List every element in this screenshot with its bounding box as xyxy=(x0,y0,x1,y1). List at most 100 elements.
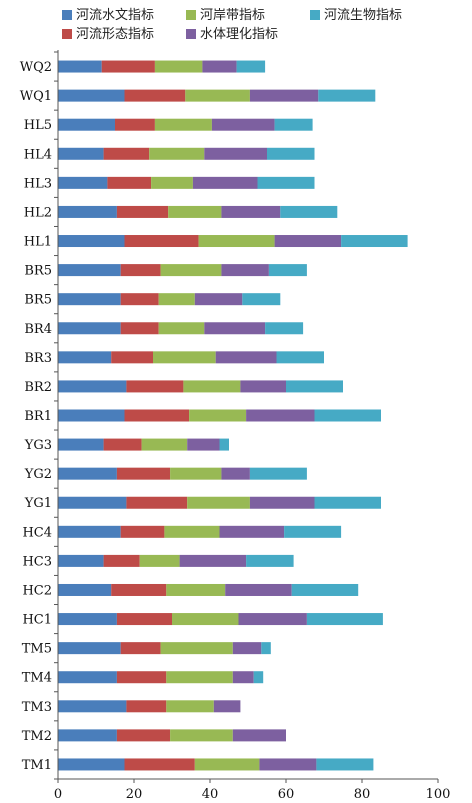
bar-wq2-0-series-1 xyxy=(101,60,155,73)
bar-yg1-15-series-0 xyxy=(58,496,127,509)
category-label-13: YG3 xyxy=(24,438,52,453)
bar-tm5-20-series-1 xyxy=(120,642,161,655)
category-label-12: BR1 xyxy=(24,409,52,424)
bar-hl3-4-series-2 xyxy=(151,176,193,189)
bar-hl3-4-series-3 xyxy=(192,176,258,189)
bar-tm2-23-series-2 xyxy=(170,729,233,742)
bar-hl3-4-series-0 xyxy=(58,176,108,189)
bar-hl1-6-series-3 xyxy=(274,235,342,248)
bar-br2-11-series-1 xyxy=(126,380,184,393)
legend-swatch-1 xyxy=(62,29,72,39)
bar-br2-11-series-2 xyxy=(183,380,241,393)
bar-tm4-21-series-4 xyxy=(253,671,264,684)
category-label-15: YG1 xyxy=(24,496,52,511)
bar-hl3-4-series-1 xyxy=(107,176,152,189)
bar-br3-10-series-2 xyxy=(153,351,216,364)
bar-br3-10-series-4 xyxy=(276,351,324,364)
category-label-17: HC3 xyxy=(22,554,52,569)
category-label-20: TM5 xyxy=(22,642,52,657)
bar-br1-12-series-2 xyxy=(189,409,247,422)
bar-hl5-2-series-4 xyxy=(274,118,313,131)
bar-hl4-3-series-1 xyxy=(103,147,150,160)
bar-hc3-17-series-2 xyxy=(139,554,180,567)
bar-hc2-18-series-3 xyxy=(225,583,292,596)
bar-hl2-5-series-4 xyxy=(280,205,338,218)
legend-label-0: 河流水文指标 xyxy=(76,8,154,23)
bar-hl2-5-series-0 xyxy=(58,205,117,218)
bar-br3-10-series-0 xyxy=(58,351,112,364)
bar-tm1-24-series-4 xyxy=(316,758,374,771)
bar-yg3-13-series-3 xyxy=(187,438,220,451)
bar-hl2-5-series-2 xyxy=(168,205,222,218)
bar-yg1-15-series-3 xyxy=(249,496,315,509)
bar-br5-8-series-1 xyxy=(120,293,159,306)
bar-hl4-3-series-4 xyxy=(267,147,315,160)
bar-hc4-16-series-3 xyxy=(219,525,285,538)
x-tick-label-0: 0 xyxy=(54,787,62,802)
bar-br4-9-series-2 xyxy=(158,322,205,335)
bar-hc2-18-series-2 xyxy=(166,583,226,596)
bar-br4-9-series-4 xyxy=(265,322,304,335)
bar-yg2-14-series-4 xyxy=(249,467,307,480)
bar-tm5-20-series-3 xyxy=(232,642,262,655)
bar-tm3-22-series-2 xyxy=(166,700,214,713)
bar-yg2-14-series-3 xyxy=(221,467,250,480)
bar-hc2-18-series-0 xyxy=(58,583,112,596)
bar-hl5-2-series-3 xyxy=(211,118,275,131)
bar-br1-12-series-1 xyxy=(124,409,190,422)
bar-br2-11-series-3 xyxy=(240,380,286,393)
bar-wq1-1-series-0 xyxy=(58,89,125,102)
bar-hl1-6-series-2 xyxy=(198,235,275,248)
bar-yg1-15-series-4 xyxy=(314,496,381,509)
category-label-21: TM4 xyxy=(22,671,52,686)
bar-hl4-3-series-3 xyxy=(204,147,267,160)
bar-br1-12-series-0 xyxy=(58,409,125,422)
bar-yg3-13-series-1 xyxy=(103,438,142,451)
category-label-7: BR5 xyxy=(24,264,52,279)
bar-wq1-1-series-4 xyxy=(318,89,376,102)
bar-wq1-1-series-3 xyxy=(249,89,319,102)
bar-hc4-16-series-2 xyxy=(164,525,220,538)
bar-hc3-17-series-4 xyxy=(246,554,294,567)
bar-hl4-3-series-0 xyxy=(58,147,104,160)
bar-tm2-23-series-0 xyxy=(58,729,117,742)
bar-yg1-15-series-1 xyxy=(126,496,188,509)
legend-swatch-3 xyxy=(186,29,196,39)
category-label-4: HL3 xyxy=(24,176,52,191)
bar-br2-11-series-0 xyxy=(58,380,127,393)
category-label-24: TM1 xyxy=(22,758,52,773)
bar-hc3-17-series-0 xyxy=(58,554,104,567)
bar-tm1-24-series-2 xyxy=(194,758,260,771)
bar-hc1-19-series-1 xyxy=(116,613,172,626)
category-label-18: HC2 xyxy=(22,583,52,598)
bar-br5-7-series-4 xyxy=(268,264,307,277)
bar-br4-9-series-0 xyxy=(58,322,121,335)
category-label-5: HL2 xyxy=(24,205,52,220)
bar-yg2-14-series-0 xyxy=(58,467,117,480)
bar-br5-8-series-2 xyxy=(158,293,195,306)
category-label-9: BR4 xyxy=(24,322,52,337)
bar-wq1-1-series-1 xyxy=(124,89,186,102)
bar-hl5-2-series-2 xyxy=(154,118,212,131)
bar-wq2-0-series-0 xyxy=(58,60,102,73)
bar-hl3-4-series-4 xyxy=(257,176,315,189)
bar-br3-10-series-1 xyxy=(111,351,153,364)
bar-yg1-15-series-2 xyxy=(187,496,250,509)
bar-hl2-5-series-3 xyxy=(221,205,281,218)
bar-br5-8-series-3 xyxy=(194,293,243,306)
category-label-8: BR5 xyxy=(24,293,52,308)
bar-tm2-23-series-3 xyxy=(232,729,286,742)
bar-br5-8-series-4 xyxy=(242,293,281,306)
bar-tm4-21-series-2 xyxy=(166,671,233,684)
bar-yg2-14-series-2 xyxy=(170,467,222,480)
bar-tm4-21-series-0 xyxy=(58,671,117,684)
x-tick-label-1: 20 xyxy=(126,787,143,802)
legend-label-1: 河流形态指标 xyxy=(76,27,154,42)
category-label-3: HL4 xyxy=(24,147,52,162)
bar-tm3-22-series-1 xyxy=(126,700,167,713)
bar-hc1-19-series-4 xyxy=(306,613,383,626)
bar-br5-7-series-2 xyxy=(160,264,222,277)
bar-hl1-6-series-0 xyxy=(58,235,125,248)
legend-label-4: 河流生物指标 xyxy=(324,8,402,23)
bar-hc4-16-series-1 xyxy=(120,525,165,538)
